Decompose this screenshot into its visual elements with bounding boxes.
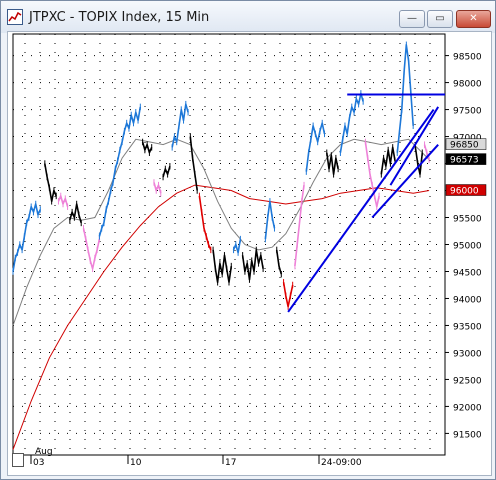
window-title: JTPXC - TOPIX Index, 15 Min [29,10,210,25]
price-segment [153,182,162,194]
close-button[interactable]: ✕ [456,10,491,28]
app-chart-icon [7,9,23,25]
red-moving-average [12,184,430,450]
y-tick-label: 97500 [453,107,482,117]
price-segment [396,43,414,153]
price-tag-label: 96850 [450,141,479,151]
y-tick-label: 94500 [453,268,482,278]
y-tick-label: 92500 [453,376,482,386]
price-segment [241,249,264,281]
price-segment [189,136,198,191]
y-tick-label: 95500 [453,215,482,225]
price-tag-box [445,153,487,165]
price-segment [232,238,242,254]
y-tick-label: 95000 [453,242,482,252]
x-tick-label: Aug [35,447,53,457]
y-tick-label: 91500 [453,430,482,440]
y-tick-label: 93000 [453,349,482,359]
minimize-button[interactable]: — [399,10,425,28]
x-tick-label: 10 [130,458,142,468]
price-tag-box [445,138,487,150]
y-tick-label: 98000 [453,80,482,90]
trendline [389,106,440,186]
y-tick-label: 92000 [453,403,482,413]
price-tag-box [445,184,487,196]
maximize-button[interactable]: ▭ [427,10,453,28]
price-tag-label: 96573 [450,156,479,166]
price-segment [162,165,171,178]
chart-scroll-thumb[interactable] [12,453,24,467]
trendline [371,143,439,219]
y-tick-label: 98500 [453,53,482,63]
x-tick-label: 24-09:00 [321,458,362,468]
x-tick-label: 17 [225,458,236,468]
title-bar[interactable]: JTPXC - TOPIX Index, 15 Min — ▭ ✕ [1,1,495,33]
trendline [287,108,435,313]
x-tick-label: 03 [33,458,44,468]
y-tick-label: 94000 [453,295,482,305]
price-tag-label: 96000 [450,187,479,197]
y-tick-label: 93500 [453,322,482,332]
